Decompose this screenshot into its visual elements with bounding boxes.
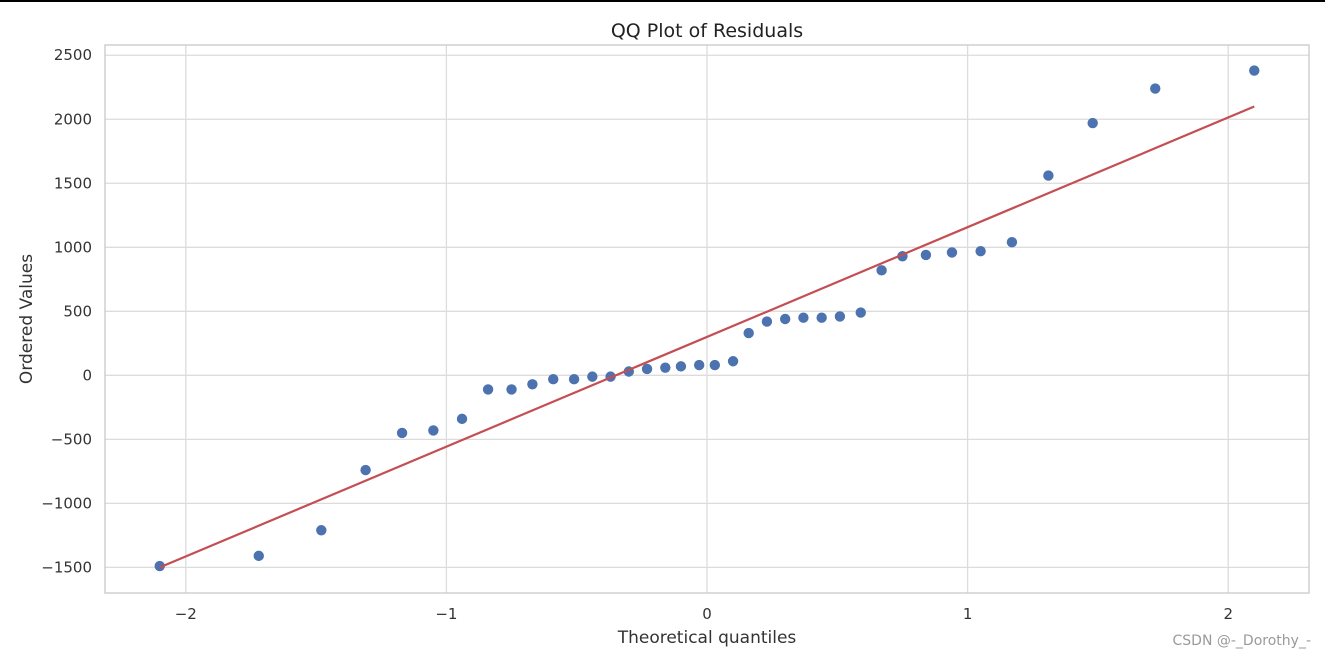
data-point [1150, 83, 1161, 94]
data-point [693, 359, 705, 371]
data-point [779, 313, 791, 325]
y-axis: −1500 −1000 −500 0 500 1000 1500 2000 2500 [41, 46, 92, 576]
x-tick-label: 0 [702, 605, 712, 623]
grid-lines [105, 45, 1309, 593]
x-axis-title: Theoretical quantiles [617, 628, 797, 648]
data-point [1087, 117, 1098, 129]
data-point [456, 413, 468, 425]
data-point [428, 425, 439, 436]
data-point [675, 361, 687, 372]
data-point [641, 363, 653, 375]
x-tick-label: −1 [435, 605, 457, 623]
y-tick-label: −1500 [41, 558, 92, 576]
y-tick-label: −1000 [41, 494, 92, 512]
data-point [1006, 236, 1018, 248]
data-point [1249, 65, 1260, 76]
data-point [946, 247, 958, 258]
data-point [834, 311, 846, 322]
top-border [0, 0, 1325, 2]
data-point [396, 427, 408, 439]
reference-line [159, 105, 1255, 569]
data-point [568, 373, 580, 385]
data-points [154, 65, 1260, 572]
data-point [506, 384, 517, 395]
y-tick-label: 500 [63, 302, 92, 320]
data-point [548, 373, 559, 385]
data-point [876, 265, 887, 276]
data-point [1043, 170, 1054, 181]
x-tick-label: −2 [175, 605, 197, 623]
data-point [816, 312, 827, 323]
data-point [587, 371, 598, 382]
y-tick-label: 1500 [54, 174, 92, 192]
data-point [975, 245, 986, 257]
data-point [855, 307, 866, 318]
y-tick-label: 1000 [54, 238, 92, 256]
data-point [920, 249, 932, 261]
data-point [360, 464, 371, 476]
data-point [253, 550, 264, 562]
data-point [154, 560, 165, 572]
data-point [482, 384, 494, 395]
data-point [709, 359, 721, 371]
watermark: CSDN @-_Dorothy_- [1172, 633, 1311, 649]
x-axis: −2 −1 0 1 2 [175, 605, 1233, 623]
data-point [316, 525, 327, 536]
y-tick-label: 2000 [54, 110, 92, 128]
x-tick-label: 2 [1223, 605, 1233, 623]
y-tick-label: 2500 [54, 46, 92, 64]
chart-title: QQ Plot of Residuals [611, 20, 803, 42]
data-point [660, 362, 671, 373]
data-point [798, 312, 809, 323]
data-point [527, 379, 538, 390]
data-point [727, 356, 739, 367]
reference-line-group [159, 105, 1255, 569]
plot-frame [104, 44, 1310, 594]
y-axis-title: Ordered Values [17, 254, 37, 384]
x-tick-label: 1 [963, 605, 973, 623]
y-tick-label: −500 [51, 430, 92, 448]
y-tick-label: 0 [82, 366, 92, 384]
data-point [743, 327, 754, 339]
data-point [761, 316, 773, 327]
